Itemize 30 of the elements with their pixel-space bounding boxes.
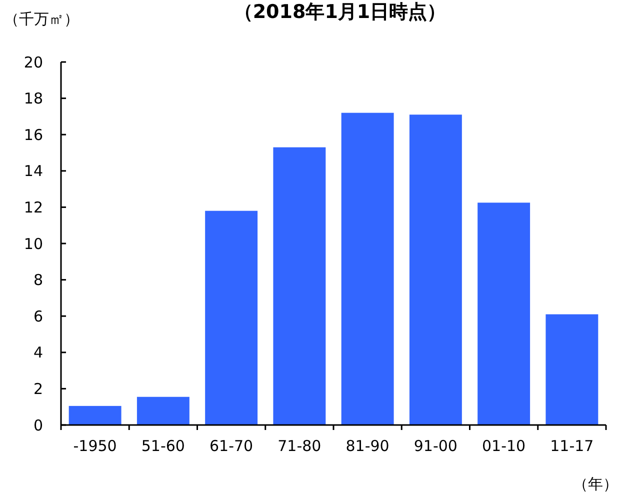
bar [478, 202, 530, 425]
x-tick-label: 11-17 [550, 437, 594, 455]
x-tick-label: -1950 [73, 437, 117, 455]
y-tick-label: 2 [33, 380, 43, 398]
x-tick-label: 51-60 [141, 437, 185, 455]
y-tick-label: 12 [24, 198, 43, 216]
bar [409, 114, 462, 425]
y-tick-label: 0 [33, 416, 43, 434]
bar [205, 210, 258, 425]
y-tick-label: 8 [33, 271, 43, 290]
y-tick-label: 14 [24, 162, 43, 180]
x-tick-label: 71-80 [278, 437, 322, 455]
y-axis-title: （千万㎡） [4, 10, 79, 28]
y-tick-label: 16 [24, 126, 43, 144]
bar [273, 147, 326, 425]
y-tick-label: 4 [33, 344, 43, 362]
y-tick-label: 6 [33, 307, 43, 326]
y-tick-label: 20 [24, 53, 43, 72]
y-tick-label: 18 [24, 90, 43, 108]
x-tick-label: 81-90 [346, 437, 390, 455]
x-tick-label: 91-00 [414, 437, 458, 455]
bar [341, 112, 394, 425]
y-tick-label: 10 [24, 234, 43, 253]
x-axis-title: （年） [573, 475, 618, 493]
chart-subtitle: （2018年1月1日時点） [234, 1, 446, 23]
x-tick-label: 01-10 [482, 437, 526, 455]
bar [546, 314, 598, 425]
x-tick-label: 61-70 [210, 437, 254, 455]
bar [68, 406, 122, 425]
bar [136, 396, 190, 425]
